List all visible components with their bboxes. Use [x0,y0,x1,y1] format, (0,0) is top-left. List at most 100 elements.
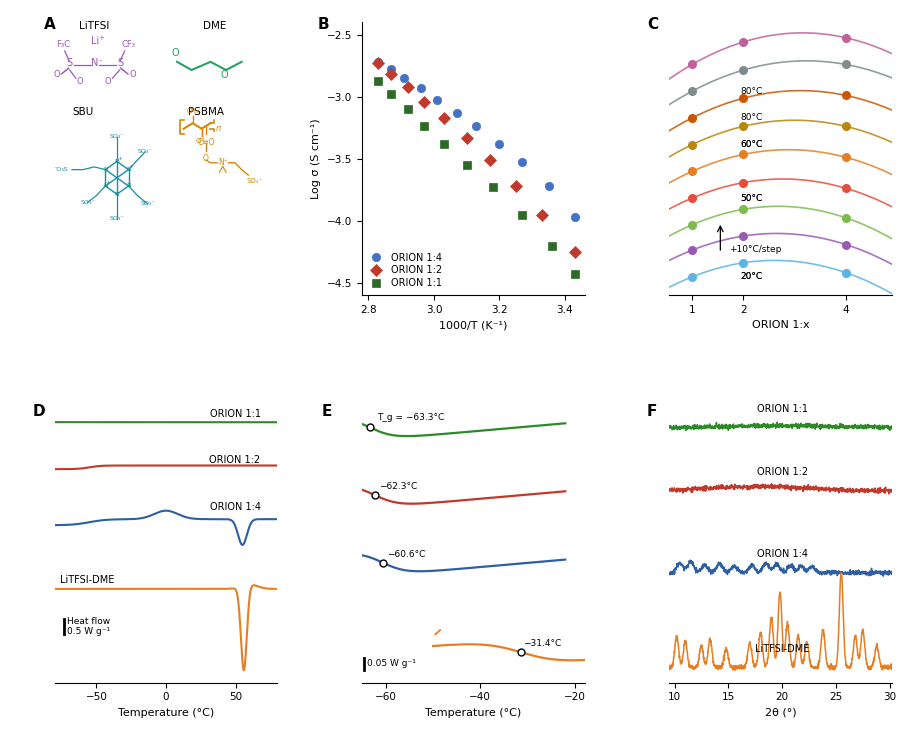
Text: S: S [117,58,124,68]
Text: C: C [647,17,658,32]
ORION 1:4 [415,84,426,93]
Text: SO₃⁻: SO₃⁻ [138,149,153,154]
Text: −31.4°C: −31.4°C [523,639,561,648]
ORION 1:1 [488,183,499,191]
Text: PSBMA: PSBMA [188,107,224,117]
Text: +: + [129,164,134,169]
ORION 1:4 [543,182,554,191]
ORION 1:2 [461,133,472,142]
ORION 1:4 [386,65,397,74]
Text: N⁺: N⁺ [217,158,228,167]
Text: A: A [44,17,56,32]
Text: F: F [647,404,657,419]
Text: Li: Li [91,36,99,46]
ORION 1:1 [517,210,528,219]
Legend: ORION 1:4, ORION 1:2, ORION 1:1: ORION 1:4, ORION 1:2, ORION 1:1 [367,251,444,290]
ORION 1:4 [451,108,462,117]
Text: SBU: SBU [73,107,94,117]
Text: 60°C: 60°C [741,140,763,149]
ORION 1:4 [431,96,442,105]
Text: −60.6°C: −60.6°C [388,551,426,559]
Text: n: n [216,124,221,133]
Text: N: N [91,58,98,68]
Text: N: N [103,183,107,188]
Text: ORION 1:1: ORION 1:1 [209,409,260,419]
ORION 1:1 [439,139,450,148]
Text: E: E [322,404,332,419]
ORION 1:2 [511,182,521,191]
Text: C=O: C=O [197,138,215,147]
Text: SO₃⁻: SO₃⁻ [247,177,263,183]
ORION 1:2 [484,156,495,165]
Text: O: O [171,48,178,59]
X-axis label: ORION 1:x: ORION 1:x [752,321,809,330]
ORION 1:1 [461,160,472,169]
ORION 1:4 [373,57,384,66]
Text: B: B [318,17,329,32]
ORION 1:1 [402,105,413,114]
Text: O: O [203,154,209,162]
Text: SO₃⁻: SO₃⁻ [109,216,125,221]
Text: ⁻O₃S: ⁻O₃S [54,167,68,172]
Text: ORION 1:2: ORION 1:2 [209,455,260,464]
Text: ORION 1:4: ORION 1:4 [209,502,260,511]
X-axis label: Temperature (°C): Temperature (°C) [425,708,521,718]
Text: 50°C: 50°C [741,194,763,203]
ORION 1:4 [517,158,528,167]
ORION 1:4 [471,122,482,131]
Text: N: N [126,183,131,188]
Text: O: O [105,76,111,85]
Text: SO₃⁻: SO₃⁻ [80,200,95,205]
X-axis label: 1000/T (K⁻¹): 1000/T (K⁻¹) [439,321,508,330]
ORION 1:2 [537,210,548,219]
Text: CH₃: CH₃ [187,108,199,114]
Line: ORION 1:4: ORION 1:4 [374,58,579,221]
ORION 1:1 [419,122,430,131]
Text: SO₃⁻: SO₃⁻ [109,134,125,139]
Text: +: + [98,35,105,41]
Text: −62.3°C: −62.3°C [379,482,418,490]
Text: LiTFSI-DME: LiTFSI-DME [755,643,809,654]
ORION 1:2 [419,97,430,106]
Text: S: S [66,58,72,68]
ORION 1:1 [386,90,397,99]
Text: 20°C: 20°C [741,272,763,281]
Line: ORION 1:1: ORION 1:1 [374,76,579,278]
Text: ORION 1:2: ORION 1:2 [756,467,808,477]
Text: 80°C: 80°C [741,114,763,122]
Text: SO₃⁻: SO₃⁻ [140,201,155,206]
Text: O: O [129,70,136,79]
Text: LiTFSI: LiTFSI [79,21,110,31]
Text: D: D [33,404,45,419]
Text: ORION 1:4: ORION 1:4 [756,549,807,559]
Text: ORION 1:1: ORION 1:1 [756,404,807,413]
Text: Heat flow
0.5 W g⁻¹: Heat flow 0.5 W g⁻¹ [67,617,110,637]
Text: CF₃: CF₃ [121,40,136,49]
ORION 1:2 [373,59,384,68]
Text: CH₃: CH₃ [195,138,207,144]
ORION 1:4 [399,73,410,82]
Text: +10°C/step: +10°C/step [729,245,782,254]
X-axis label: 2θ (°): 2θ (°) [764,708,796,718]
Y-axis label: Log σ (S cm⁻¹): Log σ (S cm⁻¹) [311,119,321,199]
Text: 60°C: 60°C [741,140,763,149]
Text: O: O [54,70,60,79]
ORION 1:1 [546,241,557,250]
ORION 1:1 [373,76,384,85]
Text: +: + [106,180,110,186]
ORION 1:4 [494,139,505,148]
Text: T_g = −63.3°C: T_g = −63.3°C [377,413,444,421]
Line: ORION 1:2: ORION 1:2 [374,59,579,256]
Text: O: O [76,76,84,85]
Text: +: + [117,156,122,161]
ORION 1:1 [570,269,581,278]
Text: N: N [115,191,119,197]
Text: N: N [103,167,107,172]
ORION 1:2 [402,82,413,91]
Text: DME: DME [203,21,227,31]
ORION 1:2 [570,247,581,256]
ORION 1:2 [386,70,397,79]
Text: –: – [98,57,102,63]
ORION 1:4 [570,212,581,221]
X-axis label: Temperature (°C): Temperature (°C) [117,708,214,718]
